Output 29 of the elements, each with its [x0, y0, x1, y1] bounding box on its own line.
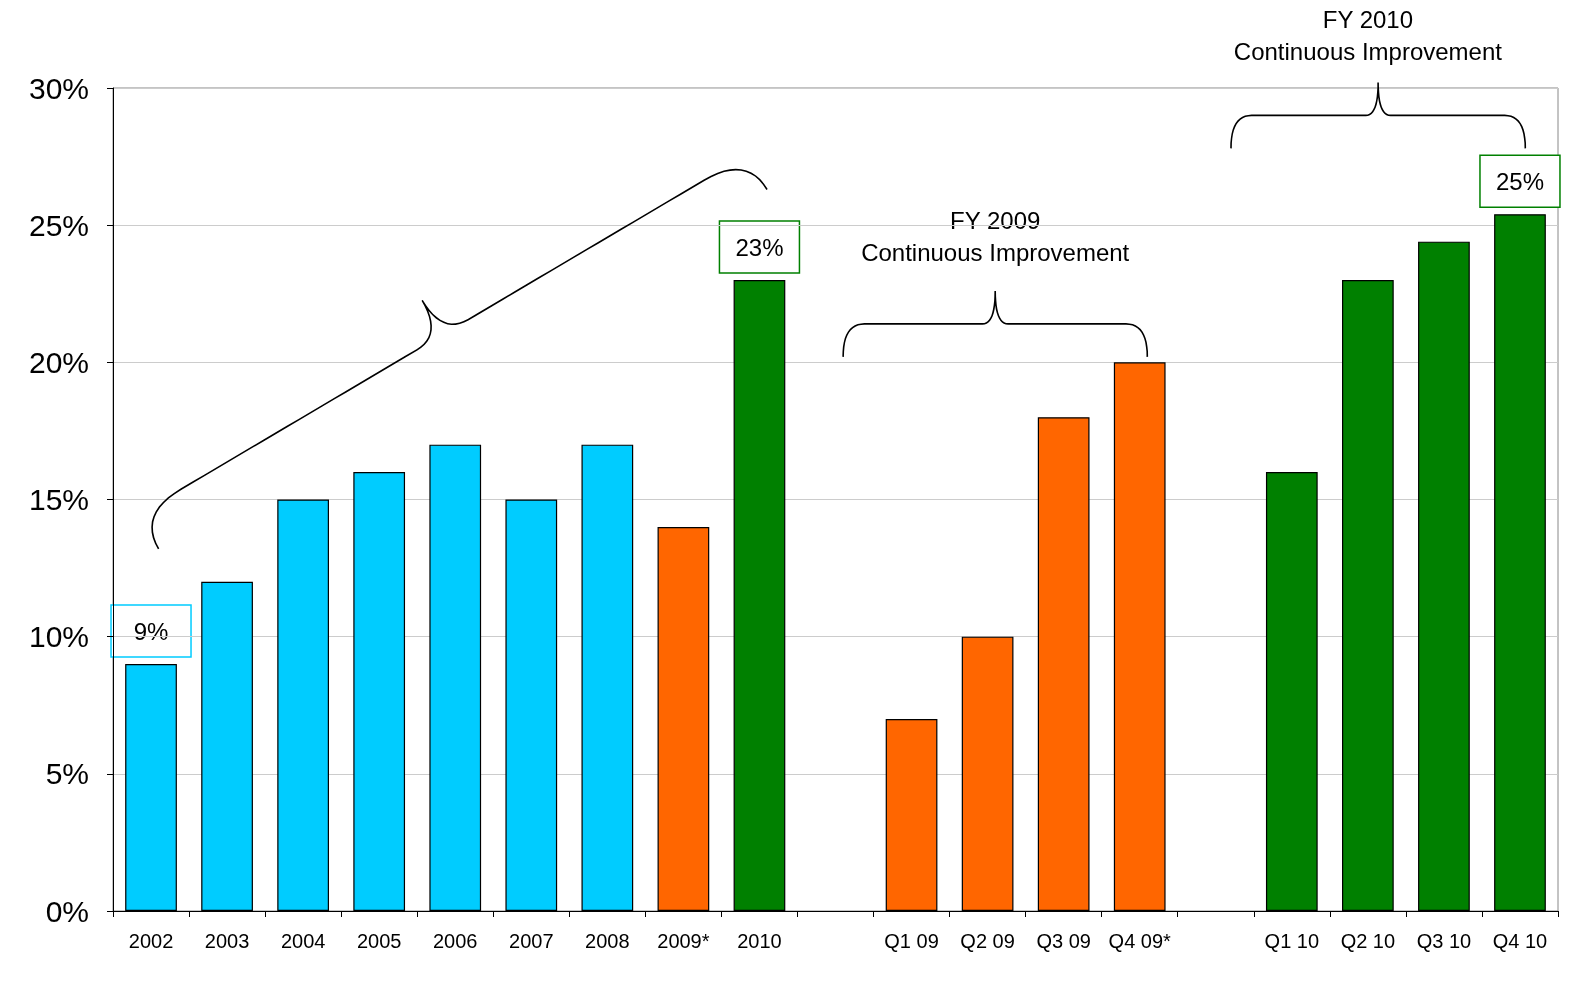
x-tick-label: Q1 10 [1264, 930, 1320, 952]
y-tick-label: 15% [28, 483, 89, 516]
x-tick-label: Q4 10 [1492, 930, 1548, 952]
x-tick-label: 2010 [737, 930, 782, 952]
annotation: 9% [133, 617, 169, 645]
x-tick-label: Q1 09 [884, 930, 939, 952]
x-tick-label: Q2 10 [1340, 930, 1396, 952]
y-tick-label: 30% [28, 71, 89, 105]
y-tick-label: 0% [45, 894, 89, 928]
y-tick-label: 25% [28, 208, 89, 242]
x-tick-label: Q3 10 [1416, 930, 1472, 952]
x-tick-label: 2005 [356, 930, 402, 952]
x-tick-label: 2007 [509, 930, 554, 952]
y-tick-label: 10% [28, 620, 89, 654]
x-tick-label: Q2 09 [960, 930, 1015, 952]
annotation: 23% [735, 233, 784, 261]
x-tick-label: 2006 [432, 930, 478, 952]
x-tick-label: 2003 [204, 930, 250, 952]
x-tick-label: Q4 09* [1108, 930, 1172, 952]
text: FY 2010 Continuous Improvement [1233, 6, 1503, 66]
x-tick-label: 2002 [128, 930, 174, 952]
annotation: FY 2009 Continuous Improvement [861, 206, 1130, 266]
x-tick-label: 2008 [585, 930, 630, 952]
y-tick-label: 20% [28, 345, 89, 379]
x-tick-label: 2004 [280, 930, 326, 952]
annotation: 25% [1495, 167, 1544, 195]
x-tick-label: 2009* [657, 930, 710, 952]
y-tick-label: 5% [45, 757, 89, 791]
x-tick-label: Q3 09 [1036, 930, 1091, 952]
